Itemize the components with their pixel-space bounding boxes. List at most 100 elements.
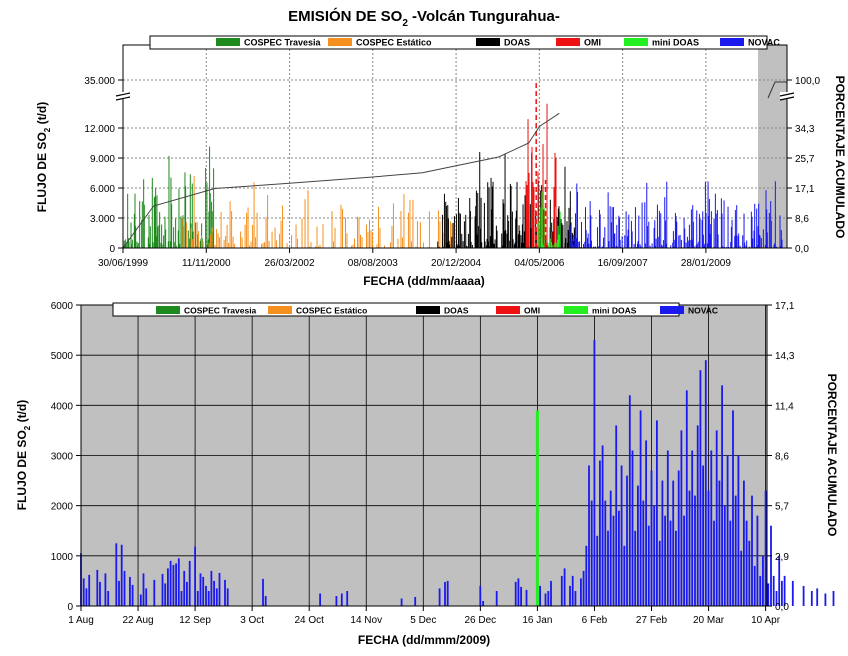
legend-swatch [556,38,580,46]
bar [696,425,699,606]
bar [194,546,196,606]
bar [734,495,737,606]
y-tick-label: 6.000 [90,184,115,195]
bar [783,575,786,606]
bar [781,580,783,606]
bar [620,465,623,606]
bar [710,450,713,606]
bar [175,563,177,606]
bar [688,490,691,606]
bar [520,586,522,606]
bar [188,560,191,606]
bar [683,515,685,606]
x-tick-label: 30/06/1999 [98,258,148,269]
legend-label: COSPEC Estático [356,38,432,48]
legend-label: COSPEC Travesia [184,306,257,316]
bar [186,581,188,606]
bar [751,495,753,606]
bottom-y-axis-label: FLUJO DE SO2 (t/d) [15,400,32,510]
x-tick-label: 3 Oct [240,615,264,626]
axis-break-right [779,92,795,101]
y2-tick-label: 8,6 [795,214,809,225]
bar [740,550,743,606]
top-x-axis-label: FECHA (dd/mm/aaaa) [363,274,485,288]
bar [802,585,805,606]
y-tick-label: 0 [67,602,73,613]
y-tick-label: 1000 [51,552,74,563]
x-tick-label: 6 Feb [582,615,608,626]
x-tick-label: 11/11/2000 [182,258,231,269]
legend-swatch [416,306,440,314]
bar [604,500,607,606]
y2-tick-label: 100,0 [795,76,820,87]
bar [599,460,601,606]
bar [653,505,656,606]
bar-mini-doas [535,410,539,606]
legend-bottom: COSPEC Travesia COSPEC Estático DOAS OMI min… [112,302,718,317]
bar [129,576,131,606]
bar [525,589,528,606]
bar [550,580,552,606]
y-tick-label: 2000 [51,502,74,513]
legend-label: DOAS [444,306,469,316]
bar [123,570,126,606]
bar [224,579,226,606]
legend-swatch [624,38,648,46]
bar [580,578,582,606]
bar [585,545,588,606]
y-tick-label: 0 [109,244,115,255]
bar [658,540,661,606]
bar [82,578,85,606]
legend-label: DOAS [504,38,530,48]
bar [446,580,449,606]
y2-tick-label: 5,7 [775,502,789,513]
bottom-chart: COSPEC Travesia COSPEC Estático DOAS OMI min… [15,301,839,647]
bar [262,578,264,606]
x-tick-label: 16 Jan [522,615,552,626]
bar [628,395,631,606]
legend-label: COSPEC Estático [296,306,367,316]
bar [767,583,770,606]
bar [732,410,734,606]
bar [177,558,180,606]
bar [713,520,715,606]
bar [677,470,680,606]
bar [340,593,343,606]
bar [753,565,756,606]
y2-tick-label: 34,3 [795,124,815,135]
bar [772,575,775,606]
bar [675,530,677,607]
bar [180,591,183,606]
bottom-y2-axis-label: PORCENTAJE ACUMULADO [825,374,839,537]
bar [623,545,626,606]
bar [647,525,650,606]
bottom-x-axis-label: FECHA (dd/mmm/2009) [358,633,490,647]
bar [139,594,142,606]
bar [571,575,574,606]
bar [759,575,762,606]
bar [145,588,148,606]
x-tick-label: 20/12/2004 [431,258,481,269]
bar [169,560,172,606]
x-tick-label: 12 Sep [179,615,211,626]
bar [715,430,718,606]
bar [685,390,688,606]
top-y2-axis-label: PORCENTAJE ACUMULADO [833,76,847,239]
bar [743,480,745,606]
legend-label: OMI [584,38,601,48]
bar [704,360,707,606]
bar [213,580,215,606]
legend-label: mini DOAS [592,306,637,316]
bar [482,601,484,606]
bar [438,588,441,606]
bar [346,591,349,606]
top-chart: COSPEC Travesia COSPEC Estático DOAS OMI min… [35,35,847,288]
legend-label: NOVAC [688,306,718,316]
bar [680,430,683,606]
bar [85,588,88,606]
bar [517,578,520,606]
bar [202,576,205,606]
bar [634,530,637,607]
bar [264,596,267,606]
